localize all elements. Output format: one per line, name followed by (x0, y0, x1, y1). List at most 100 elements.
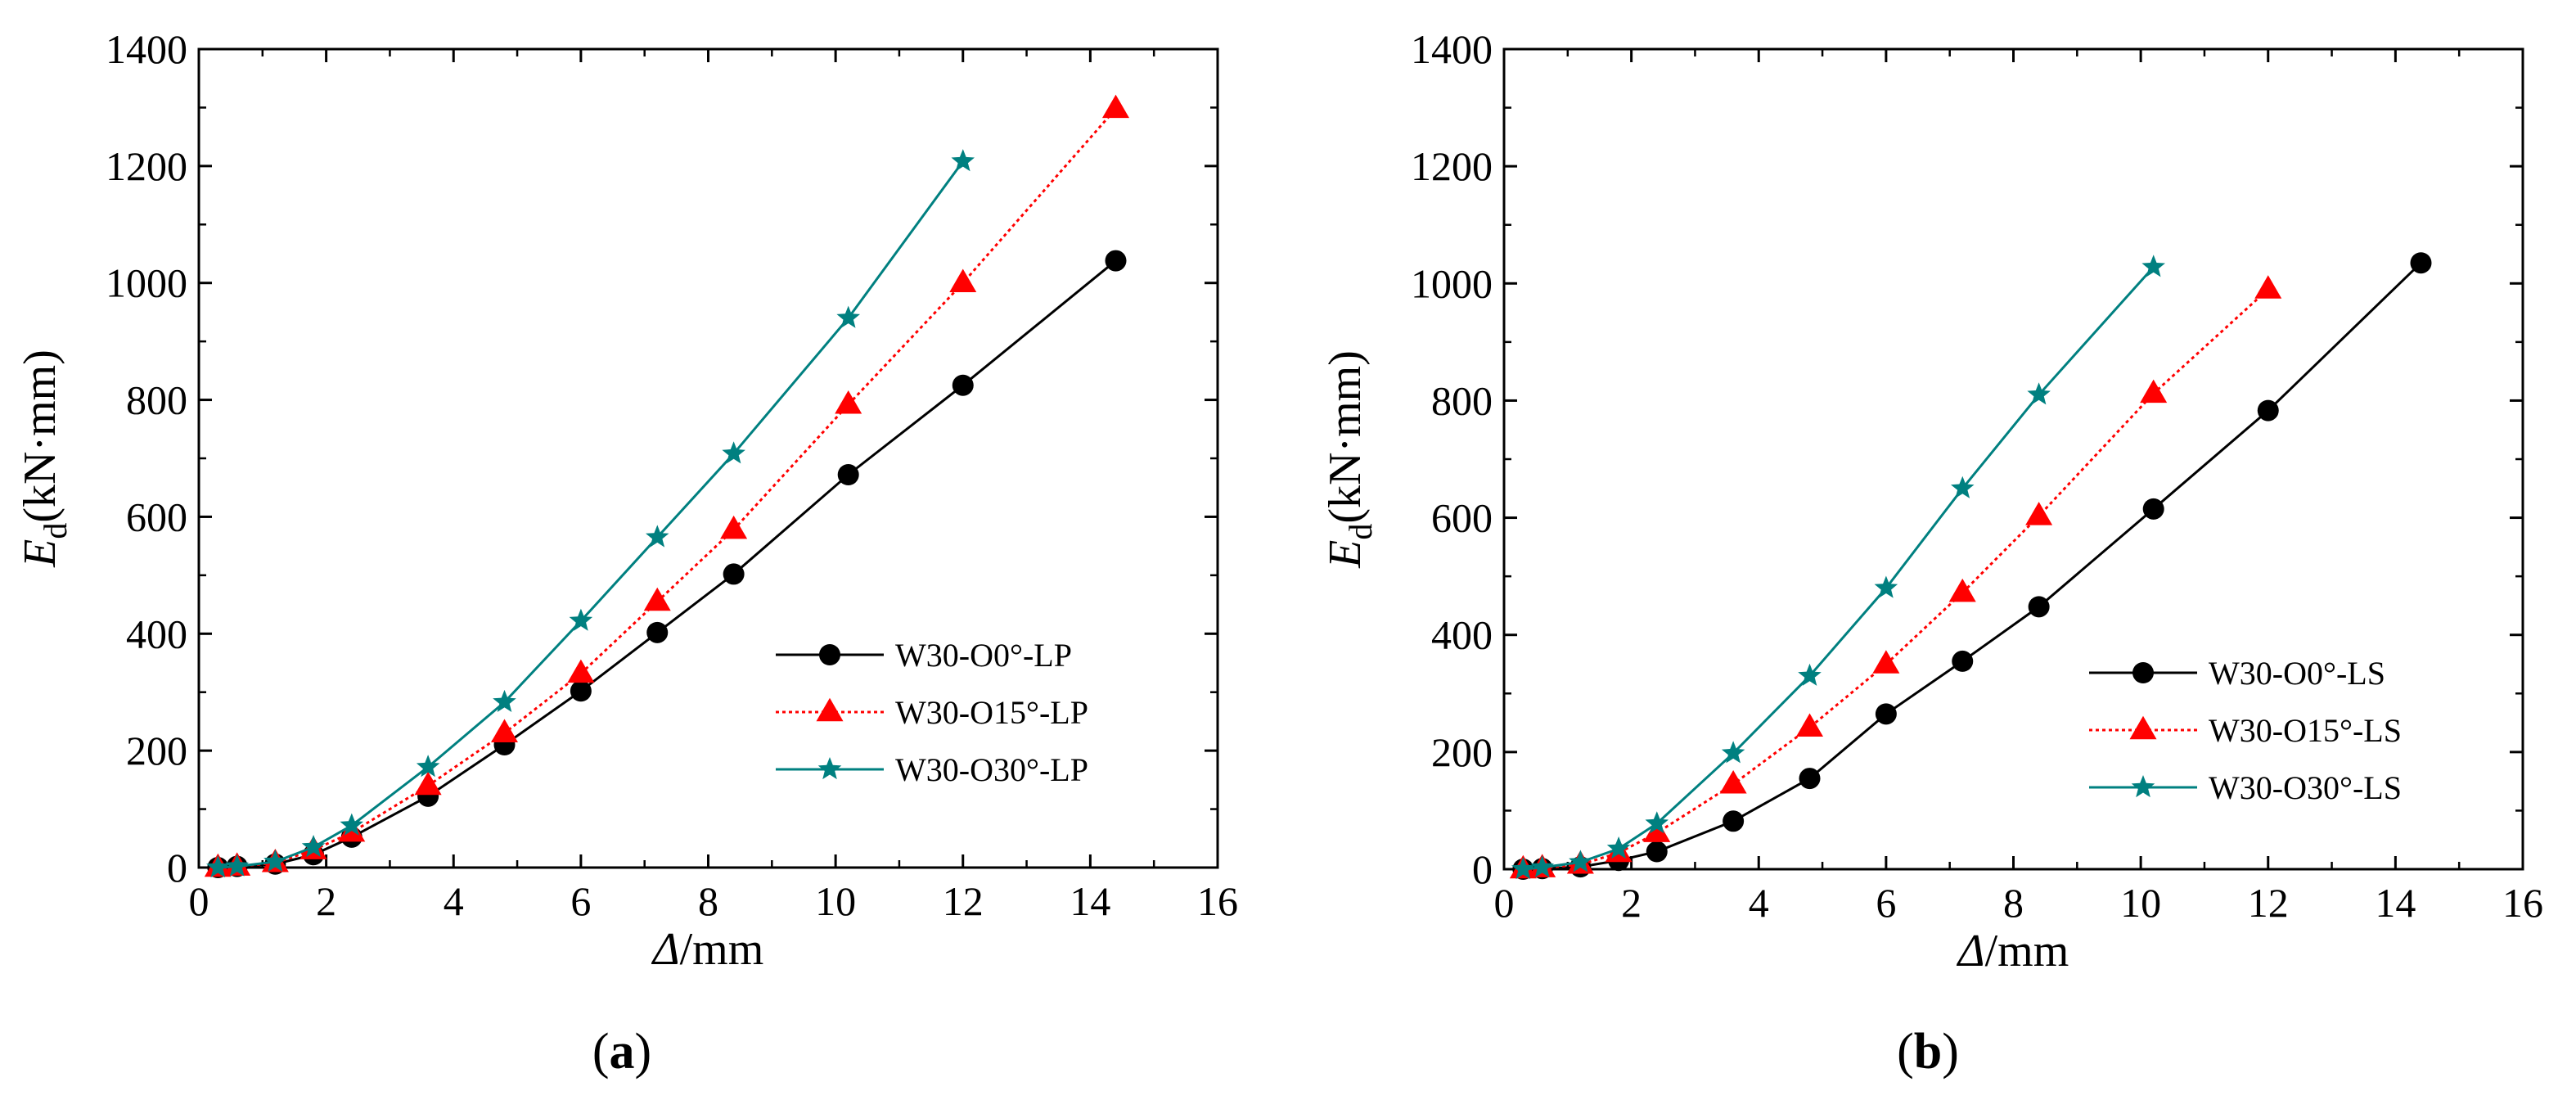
y-tick-label: 0 (167, 845, 187, 890)
y-tick-label: 1200 (1411, 143, 1493, 189)
x-tick-label: 6 (1876, 880, 1896, 926)
x-tick-label: 6 (570, 878, 591, 924)
y-tick-label: 800 (1431, 377, 1493, 423)
series-2 (206, 149, 975, 878)
panel-label: (a) (592, 1024, 651, 1080)
legend-marker (819, 644, 840, 665)
y-tick-label: 1200 (106, 143, 187, 189)
legend-marker (2129, 715, 2157, 740)
y-tick-label: 1000 (1411, 260, 1493, 306)
data-point (837, 464, 859, 485)
data-point (2027, 382, 2051, 405)
x-tick-label: 10 (2120, 880, 2161, 926)
data-point (493, 689, 516, 712)
chart-panel-b: 0 2 4 6 8 10 12 14 16 0 200 400 600 800 1000 1200 1400 Δ/… (1320, 26, 2543, 1080)
y-tick-label: 400 (126, 611, 187, 656)
panel-label-close: ) (635, 1024, 652, 1080)
data-point (722, 441, 745, 464)
data-point (720, 515, 748, 539)
y-tick-label: 800 (126, 377, 187, 423)
data-point (263, 849, 287, 872)
data-point (1799, 768, 1821, 790)
x-tick-label: 10 (815, 878, 856, 924)
legend-marker (2131, 775, 2155, 798)
data-point (1951, 476, 1975, 498)
data-point (1874, 575, 1898, 598)
legend-label: W30-O15°-LP (895, 694, 1088, 731)
y-axis-title: Ed(kN·mm) (15, 349, 74, 568)
data-point (491, 719, 518, 742)
legend: W30-O0°-LS W30-O15°-LS W30-O30°-LS (2089, 655, 2402, 806)
data-point (2254, 275, 2282, 299)
data-point (2141, 255, 2165, 277)
data-point (2410, 252, 2432, 274)
data-point (1796, 713, 1823, 737)
x-axis-symbol: Δ (651, 924, 680, 975)
data-point (301, 835, 326, 858)
data-point (225, 854, 249, 877)
data-point (1721, 741, 1745, 764)
series-1 (204, 94, 1129, 877)
legend-label: W30-O30°-LP (895, 751, 1088, 788)
x-tick-label: 2 (1621, 880, 1642, 926)
data-point (643, 587, 671, 611)
data-point (1646, 841, 1668, 863)
data-point (2028, 596, 2050, 618)
data-point (646, 621, 669, 643)
x-axis-title: Δ/mm (1957, 926, 2069, 976)
panel-label-open: ( (592, 1024, 610, 1080)
data-point (2025, 502, 2053, 525)
data-point (1102, 94, 1129, 119)
series-line (218, 160, 965, 869)
x-axis-unit: /mm (1985, 926, 2069, 976)
chart-panel-a: 0 2 4 6 8 10 12 14 16 0 200 400 600 800 1000 1200 1400 Δ/… (15, 26, 1238, 1080)
data-point (206, 855, 230, 878)
legend-label: W30-O15°-LS (2209, 712, 2402, 749)
plot-frame (197, 47, 1219, 869)
x-tick-label: 16 (2502, 880, 2543, 926)
legend-label: W30-O0°-LP (895, 637, 1072, 674)
y-axis-unit: (kN·mm) (15, 349, 65, 523)
data-point (1643, 818, 1671, 842)
legend-marker (2132, 662, 2154, 683)
data-point (646, 525, 669, 548)
y-tick-label: 400 (1431, 612, 1493, 658)
y-tick-label: 1000 (106, 260, 187, 306)
x-tick-label: 14 (1070, 878, 1110, 924)
data-point (1606, 836, 1631, 859)
y-tick-label: 600 (1431, 495, 1493, 541)
x-tick-label: 14 (2375, 880, 2416, 926)
data-point (1530, 854, 1554, 877)
series-line (1523, 266, 2155, 871)
x-axis-unit: /mm (680, 924, 764, 975)
legend-marker (817, 757, 842, 780)
y-axis-symbol: E (15, 539, 65, 568)
data-point (835, 390, 862, 414)
data-point (1719, 769, 1747, 794)
legend: W30-O0°-LP W30-O15°-LP W30-O30°-LP (776, 637, 1088, 788)
series-2 (1511, 255, 2165, 880)
x-tick-label: 8 (698, 878, 718, 924)
x-tick-label: 16 (1197, 878, 1238, 924)
data-point (569, 608, 593, 631)
x-tick-label: 8 (2003, 880, 2024, 926)
x-tick-label: 4 (1749, 880, 1769, 926)
data-point (414, 771, 442, 796)
data-point (1645, 811, 1669, 834)
data-point (416, 755, 440, 778)
series-line (1523, 288, 2269, 871)
data-point (1952, 650, 1974, 672)
data-point (1875, 703, 1897, 725)
data-point (1105, 250, 1127, 272)
data-point (2140, 379, 2168, 403)
data-point (1569, 850, 1592, 872)
data-point (1798, 663, 1822, 686)
data-point (723, 563, 745, 585)
x-tick-label: 4 (444, 878, 464, 924)
panel-label-letter: a (610, 1024, 635, 1080)
y-tick-label: 600 (126, 494, 187, 539)
x-tick-label: 12 (2248, 880, 2289, 926)
y-tick-label: 0 (1472, 846, 1493, 892)
legend-label: W30-O0°-LS (2209, 655, 2385, 692)
